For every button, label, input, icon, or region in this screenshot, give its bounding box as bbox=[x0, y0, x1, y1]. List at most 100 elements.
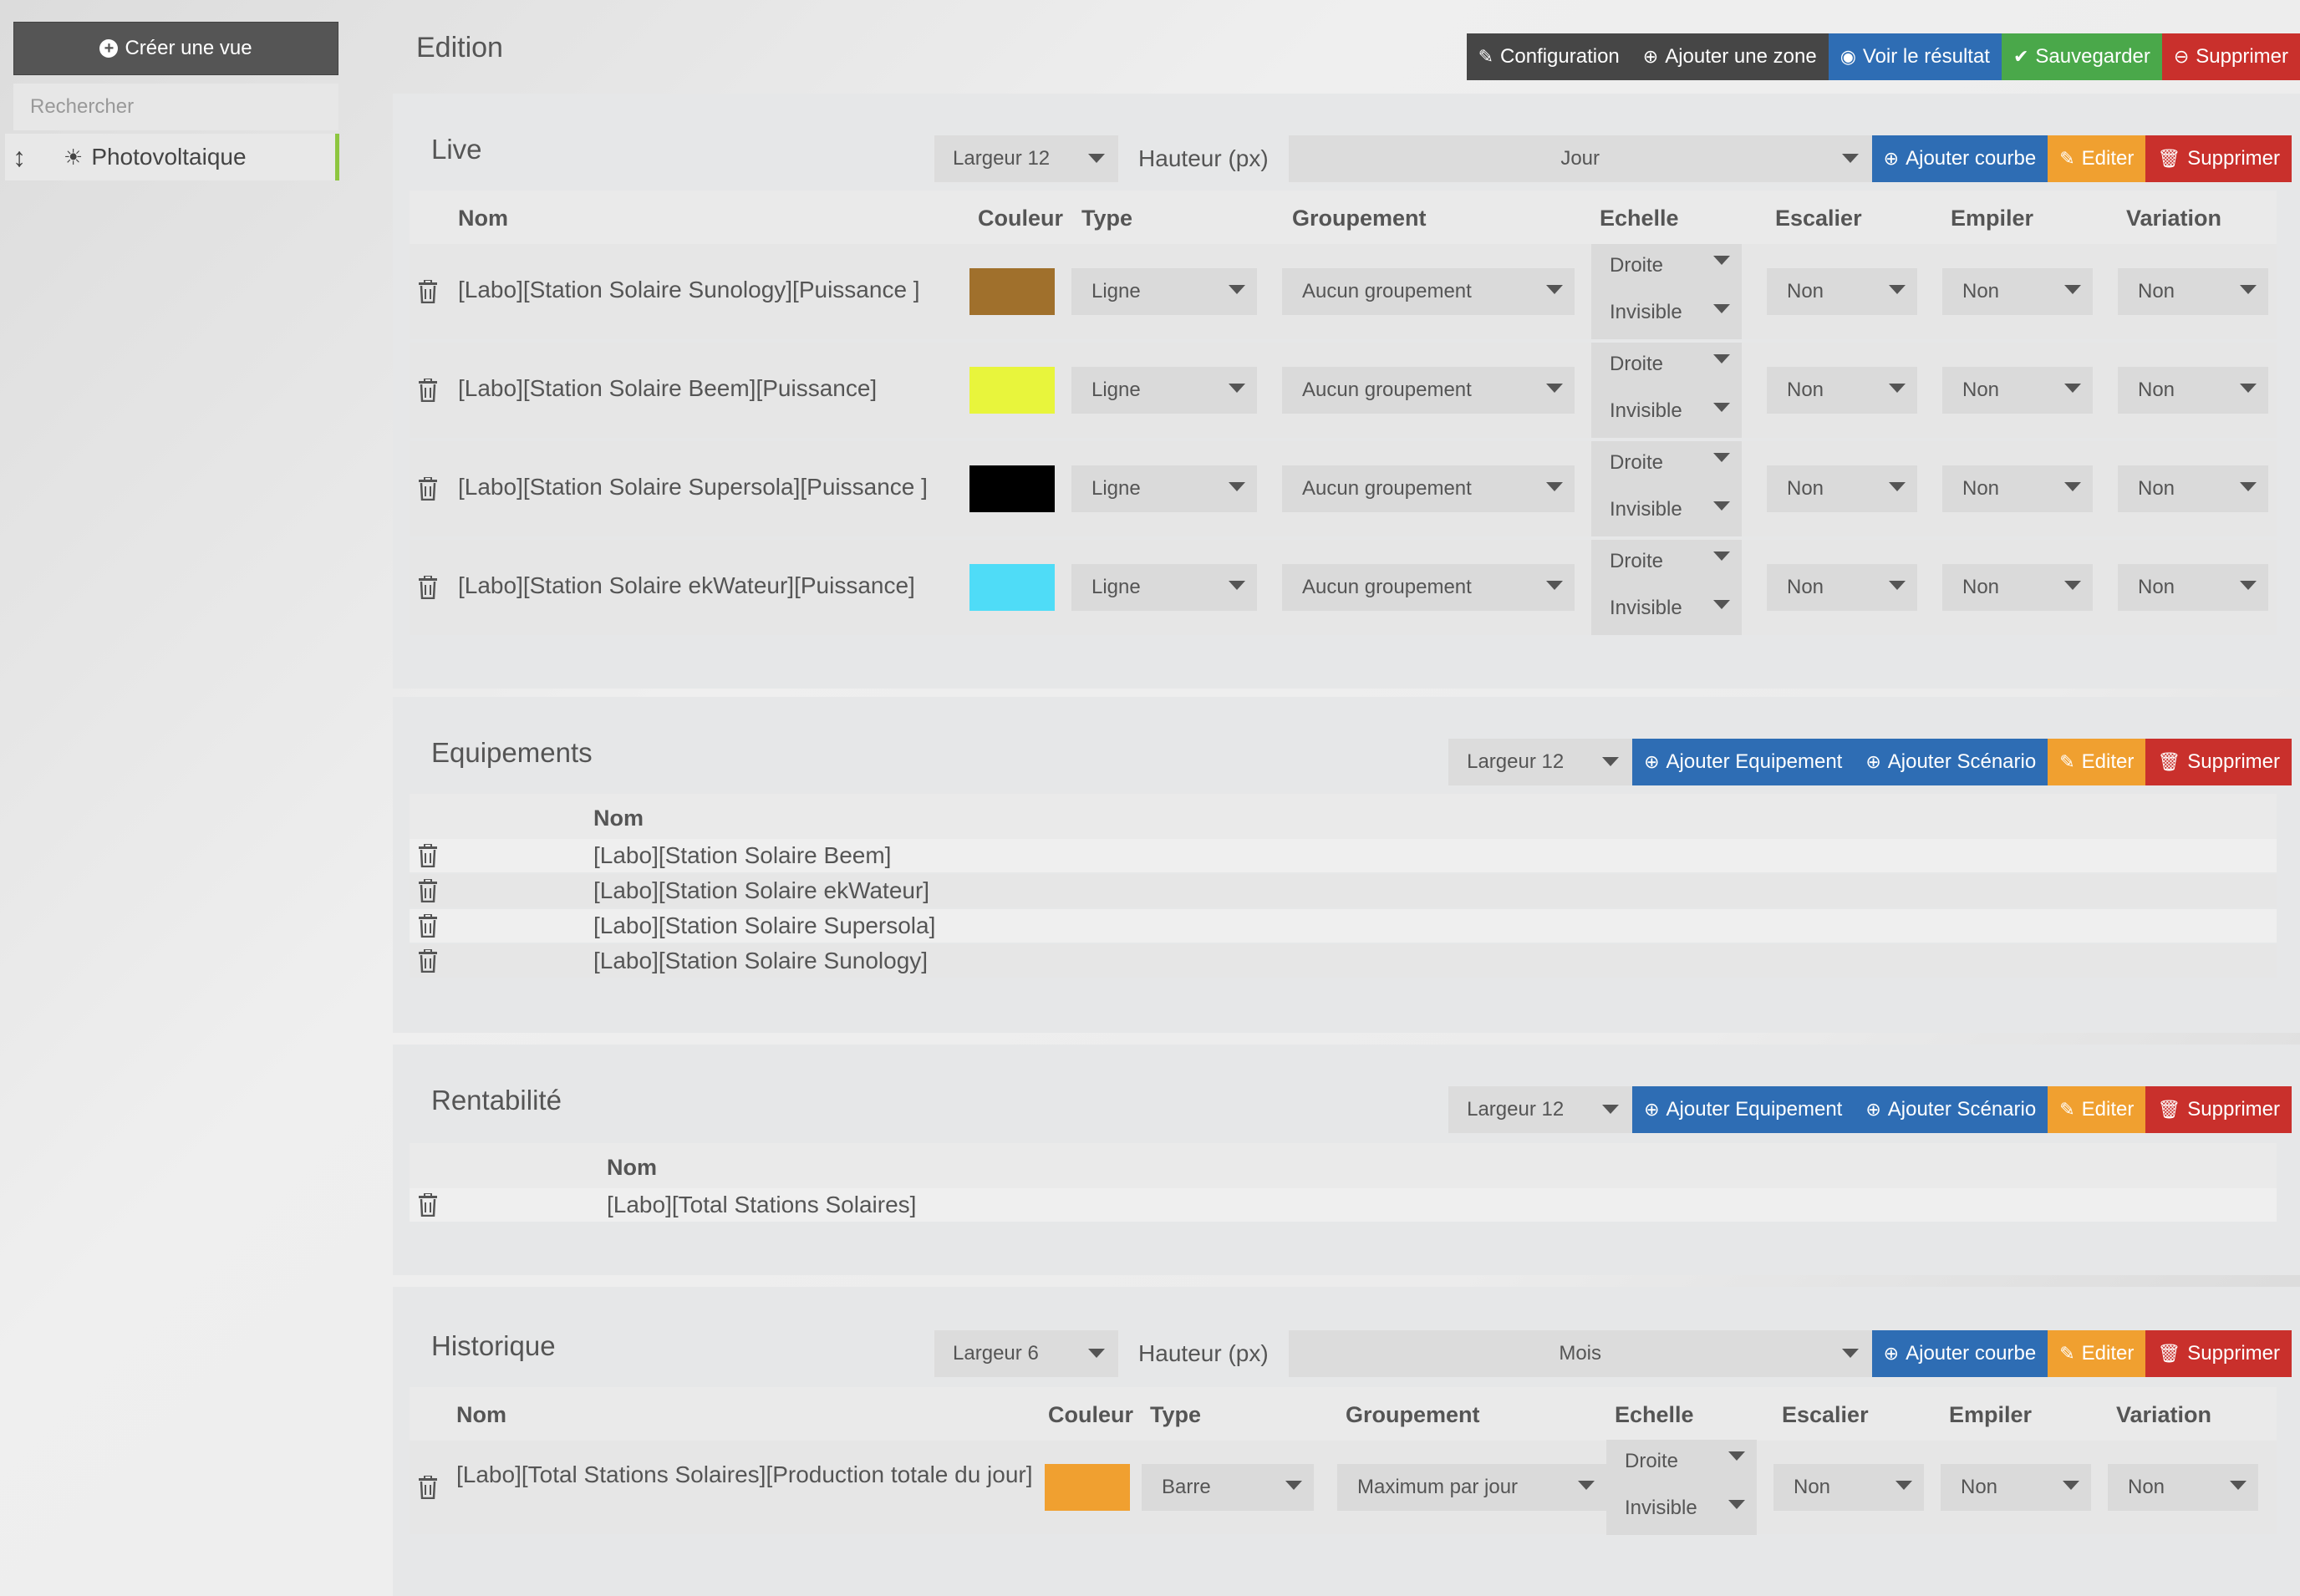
type-select[interactable]: Barre bbox=[1142, 1464, 1314, 1511]
pencil-icon: ✎ bbox=[2059, 751, 2075, 772]
zone-toolbar: Largeur 12 ⊕ Ajouter Equipement ⊕ Ajouter … bbox=[1448, 1086, 2292, 1133]
add-zone-button[interactable]: ⊕ Ajouter une zone bbox=[1631, 33, 1829, 80]
top-toolbar: ✎ Configuration ⊕ Ajouter une zone ◉ Voir l… bbox=[1466, 33, 2300, 80]
trash-icon[interactable] bbox=[418, 476, 438, 501]
scale-select[interactable]: Droite Invisible bbox=[1591, 540, 1742, 635]
trash-icon[interactable] bbox=[418, 1475, 438, 1500]
empiler-select[interactable]: Non bbox=[1941, 1464, 2091, 1511]
create-view-button[interactable]: + Créer une vue bbox=[13, 22, 338, 75]
zone-toolbar: Largeur 6 Hauteur (px) Mois ⊕ Ajouter cou… bbox=[934, 1330, 2292, 1377]
delete-zone-button[interactable]: 🗑 Supprimer bbox=[2145, 135, 2292, 182]
caret-down-icon bbox=[1285, 1481, 1302, 1490]
check-circle-icon: ✔ bbox=[2012, 46, 2029, 67]
type-select[interactable]: Ligne bbox=[1071, 465, 1257, 512]
variation-select[interactable]: Non bbox=[2118, 268, 2268, 315]
grouping-select[interactable]: Maximum par jour bbox=[1337, 1464, 1606, 1511]
curves-table: Nom Couleur Type Groupement Echelle Esca… bbox=[410, 1387, 2277, 1538]
type-select[interactable]: Ligne bbox=[1071, 367, 1257, 414]
edit-zone-button[interactable]: ✎ Editer bbox=[2048, 135, 2146, 182]
escalier-select[interactable]: Non bbox=[1767, 465, 1917, 512]
scale-select[interactable]: Droite Invisible bbox=[1606, 1440, 1757, 1535]
color-swatch[interactable] bbox=[969, 465, 1055, 512]
delete-zone-button[interactable]: 🗑 Supprimer bbox=[2145, 1086, 2292, 1133]
trash-icon[interactable] bbox=[418, 575, 438, 600]
width-select[interactable]: Largeur 12 bbox=[1448, 1086, 1633, 1133]
caret-down-icon bbox=[2064, 581, 2081, 590]
see-result-button[interactable]: ◉ Voir le résultat bbox=[1828, 33, 2002, 80]
caret-down-icon bbox=[1229, 482, 1245, 491]
col-nom: Nom bbox=[593, 806, 644, 831]
delete-label: Supprimer bbox=[2187, 147, 2280, 170]
color-swatch[interactable] bbox=[969, 564, 1055, 611]
table-header: Nom Couleur Type Groupement Echelle Esca… bbox=[410, 1387, 2277, 1441]
sidebar-item-photovoltaique[interactable]: ↕ ☀ Photovoltaique bbox=[5, 134, 339, 180]
add-curve-button[interactable]: ⊕ Ajouter courbe bbox=[1871, 1330, 2048, 1377]
drag-handle-icon[interactable]: ↕ bbox=[13, 141, 26, 172]
escalier-select[interactable]: Non bbox=[1767, 564, 1917, 611]
period-select[interactable]: Jour bbox=[1288, 135, 1872, 182]
delete-view-button[interactable]: ⊖ Supprimer bbox=[2161, 33, 2300, 80]
trash-icon[interactable] bbox=[418, 948, 438, 973]
empiler-select[interactable]: Non bbox=[1942, 268, 2093, 315]
trash-icon: 🗑 bbox=[2157, 1099, 2181, 1120]
add-scenario-button[interactable]: ⊕ Ajouter Scénario bbox=[1854, 1086, 2048, 1133]
variation-select[interactable]: Non bbox=[2118, 367, 2268, 414]
scale-select[interactable]: Droite Invisible bbox=[1591, 343, 1742, 438]
caret-down-icon bbox=[2240, 581, 2257, 590]
escalier-select[interactable]: Non bbox=[1773, 1464, 1924, 1511]
grouping-select[interactable]: Aucun groupement bbox=[1282, 564, 1575, 611]
color-swatch[interactable] bbox=[969, 268, 1055, 315]
add-equipment-button[interactable]: ⊕ Ajouter Equipement bbox=[1632, 739, 1855, 785]
col-nom: Nom bbox=[607, 1155, 657, 1180]
scale-visibility-value: Invisible bbox=[1610, 597, 1682, 619]
variation-select-value: Non bbox=[2138, 576, 2175, 598]
table-row: [Labo][Station Solaire Sunology][Puissan… bbox=[410, 244, 2277, 339]
add-equipment-button[interactable]: ⊕ Ajouter Equipement bbox=[1632, 1086, 1855, 1133]
grouping-select[interactable]: Aucun groupement bbox=[1282, 268, 1575, 315]
type-select[interactable]: Ligne bbox=[1071, 564, 1257, 611]
color-swatch[interactable] bbox=[969, 367, 1055, 414]
search-input[interactable] bbox=[13, 84, 338, 130]
height-label: Hauteur (px) bbox=[1138, 145, 1269, 171]
scale-select[interactable]: Droite Invisible bbox=[1591, 441, 1742, 536]
trash-icon[interactable] bbox=[418, 843, 438, 868]
add-scenario-button[interactable]: ⊕ Ajouter Scénario bbox=[1854, 739, 2048, 785]
width-select[interactable]: Largeur 12 bbox=[934, 135, 1119, 182]
edit-zone-button[interactable]: ✎ Editer bbox=[2048, 1086, 2146, 1133]
scale-select[interactable]: Droite Invisible bbox=[1591, 244, 1742, 339]
col-nom: Nom bbox=[458, 206, 508, 231]
configuration-button[interactable]: ✎ Configuration bbox=[1466, 33, 1631, 80]
add-curve-button[interactable]: ⊕ Ajouter courbe bbox=[1871, 135, 2048, 182]
variation-select[interactable]: Non bbox=[2118, 465, 2268, 512]
width-select[interactable]: Largeur 6 bbox=[934, 1330, 1119, 1377]
width-select[interactable]: Largeur 12 bbox=[1448, 739, 1633, 785]
caret-down-icon bbox=[1546, 384, 1563, 393]
grouping-select-value: Aucun groupement bbox=[1302, 379, 1472, 401]
delete-zone-button[interactable]: 🗑 Supprimer bbox=[2145, 1330, 2292, 1377]
trash-icon[interactable] bbox=[418, 279, 438, 304]
trash-icon[interactable] bbox=[418, 378, 438, 403]
caret-down-icon bbox=[1713, 551, 1730, 561]
trash-icon[interactable] bbox=[418, 913, 438, 938]
period-select[interactable]: Mois bbox=[1288, 1330, 1872, 1377]
trash-icon[interactable] bbox=[418, 1192, 438, 1217]
width-value: Largeur 12 bbox=[1467, 750, 1565, 773]
variation-select[interactable]: Non bbox=[2108, 1464, 2258, 1511]
color-swatch[interactable] bbox=[1045, 1464, 1130, 1511]
edit-zone-button[interactable]: ✎ Editer bbox=[2048, 739, 2146, 785]
empiler-select[interactable]: Non bbox=[1942, 465, 2093, 512]
edit-zone-button[interactable]: ✎ Editer bbox=[2048, 1330, 2146, 1377]
grouping-select[interactable]: Aucun groupement bbox=[1282, 367, 1575, 414]
variation-select[interactable]: Non bbox=[2118, 564, 2268, 611]
plus-circle-icon: ⊕ bbox=[1642, 46, 1659, 67]
save-button[interactable]: ✔ Sauvegarder bbox=[2001, 33, 2162, 80]
escalier-select[interactable]: Non bbox=[1767, 367, 1917, 414]
escalier-select[interactable]: Non bbox=[1767, 268, 1917, 315]
grouping-select[interactable]: Aucun groupement bbox=[1282, 465, 1575, 512]
zone-title: Live bbox=[431, 134, 482, 165]
type-select[interactable]: Ligne bbox=[1071, 268, 1257, 315]
trash-icon[interactable] bbox=[418, 878, 438, 903]
empiler-select[interactable]: Non bbox=[1942, 564, 2093, 611]
delete-zone-button[interactable]: 🗑 Supprimer bbox=[2145, 739, 2292, 785]
empiler-select[interactable]: Non bbox=[1942, 367, 2093, 414]
